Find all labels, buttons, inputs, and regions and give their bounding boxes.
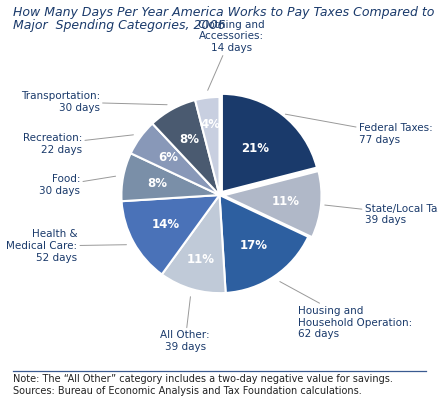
Text: Health &
Medical Care:
52 days: Health & Medical Care: 52 days — [6, 229, 126, 263]
Text: Clothing and
Accessories:
14 days: Clothing and Accessories: 14 days — [198, 20, 264, 90]
Text: 11%: 11% — [271, 195, 299, 208]
Text: Major  Spending Categories, 2006: Major Spending Categories, 2006 — [13, 19, 225, 32]
Text: Transportation:
30 days: Transportation: 30 days — [21, 91, 167, 112]
Text: State/Local Taxes:
39 days: State/Local Taxes: 39 days — [324, 204, 438, 225]
Text: 8%: 8% — [147, 177, 166, 190]
Text: Note: The “All Other” category includes a two-day negative value for savings.
So: Note: The “All Other” category includes … — [13, 374, 392, 396]
Text: Federal Taxes:
77 days: Federal Taxes: 77 days — [285, 114, 431, 145]
Wedge shape — [121, 153, 219, 201]
Text: How Many Days Per Year America Works to Pay Taxes Compared to Other: How Many Days Per Year America Works to … — [13, 6, 438, 19]
Text: 17%: 17% — [239, 239, 267, 252]
Text: 14%: 14% — [152, 218, 180, 231]
Wedge shape — [219, 195, 307, 293]
Wedge shape — [152, 100, 219, 195]
Text: 8%: 8% — [178, 133, 198, 146]
Text: Food:
30 days: Food: 30 days — [39, 174, 115, 196]
Text: 21%: 21% — [241, 142, 269, 155]
Wedge shape — [223, 171, 321, 237]
Text: 11%: 11% — [187, 253, 215, 266]
Text: All Other:
39 days: All Other: 39 days — [160, 297, 209, 352]
Wedge shape — [131, 124, 219, 195]
Wedge shape — [221, 94, 316, 192]
Text: 4%: 4% — [200, 118, 220, 132]
Text: Housing and
Household Operation:
62 days: Housing and Household Operation: 62 days — [279, 281, 411, 339]
Text: Recreation:
22 days: Recreation: 22 days — [23, 133, 133, 155]
Wedge shape — [162, 195, 225, 293]
Text: 6%: 6% — [158, 151, 177, 164]
Wedge shape — [194, 97, 219, 195]
Wedge shape — [121, 195, 219, 274]
